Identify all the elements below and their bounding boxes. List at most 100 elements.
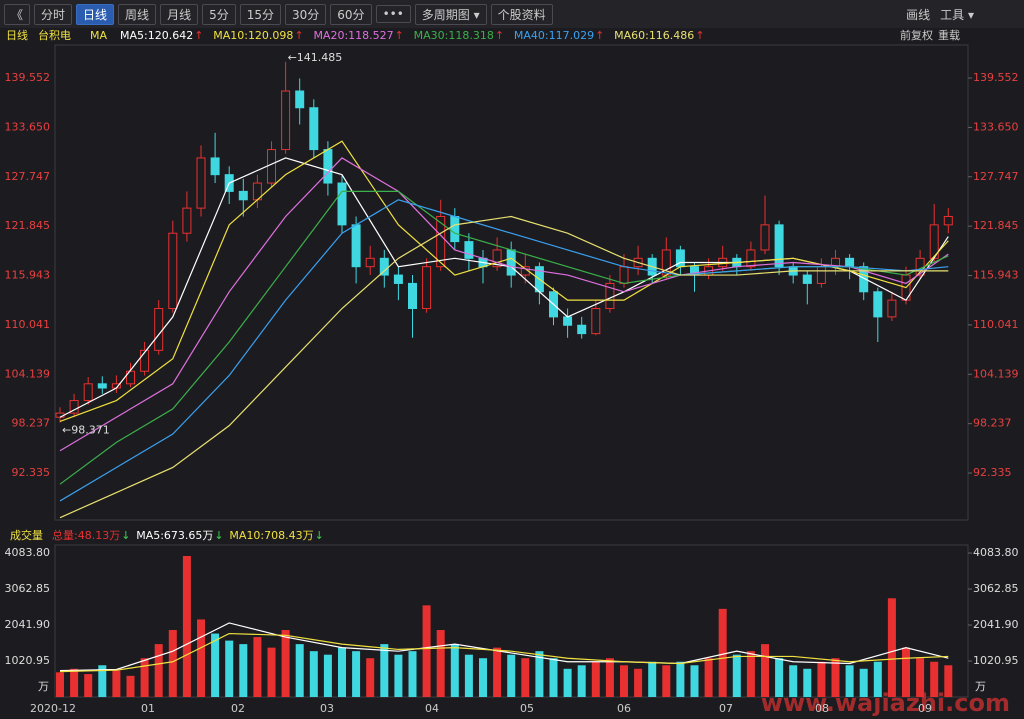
y-tick-label: 1020.95 <box>5 654 51 667</box>
volume-bar <box>464 654 473 697</box>
volume-bar <box>761 644 769 697</box>
volume-bar <box>182 555 191 697</box>
price-frame <box>54 44 969 521</box>
volume-bar <box>930 661 939 697</box>
volume-bar <box>112 670 121 697</box>
ma-line <box>59 157 949 452</box>
volume-bar <box>98 665 107 697</box>
ma-value: MA30:118.318 <box>414 29 494 42</box>
stock-name: 台积电 <box>38 28 71 42</box>
volume-unit: 万 <box>38 680 49 693</box>
volume-bar <box>507 654 516 697</box>
volume-bar <box>267 647 276 697</box>
toolbar-button[interactable]: 日线 <box>76 3 115 25</box>
ma-trend: ↑ <box>595 29 604 42</box>
candle-body <box>168 232 178 310</box>
ma-value: MA60:116.486 <box>614 29 694 42</box>
volume-bar <box>690 665 699 697</box>
y-tick-label: 115.943 <box>5 269 51 282</box>
y-tick-label: 2041.90 <box>5 618 51 631</box>
candle-body <box>563 316 573 326</box>
candle-body <box>182 207 192 234</box>
candle-body <box>802 274 812 284</box>
volume-bar <box>535 651 544 697</box>
toolbar-button[interactable]: 多周期图 ▾ <box>414 3 487 25</box>
volume-bar <box>281 630 290 697</box>
y-tick-label: 121.845 <box>973 219 1019 232</box>
volume-bar <box>126 675 135 697</box>
y-tick-label: 98.237 <box>973 417 1012 430</box>
volume-bar <box>493 647 502 697</box>
candle-body <box>450 215 460 243</box>
x-tick-label: 03 <box>320 702 334 715</box>
ma-trend: ↑ <box>695 29 704 42</box>
toolbar-button[interactable]: 个股资料 <box>490 3 553 25</box>
toolbar-button[interactable]: 画线 <box>906 8 931 22</box>
volume-bar <box>56 672 64 697</box>
x-tick-label: 2020-12 <box>30 702 76 715</box>
ma-line <box>59 215 949 519</box>
volume-bar <box>408 651 417 697</box>
ma-value: MA20:118.527 <box>313 29 393 42</box>
volume-bar <box>775 658 784 697</box>
volume-bar <box>916 658 925 697</box>
volume-ma-line <box>59 632 949 673</box>
candle-body <box>760 224 770 251</box>
toolbar: 《分时 日线 周线 月线 5分 15分 30分 60分 ••• 多周期图 ▾ 个股资料 <box>0 0 1024 28</box>
y-tick-label: 92.335 <box>12 466 51 479</box>
volume-bar <box>803 668 812 697</box>
toolbar-button[interactable]: 周线 <box>118 3 157 25</box>
y-tick-label: 127.747 <box>5 170 51 183</box>
annotation: ←98.371 <box>62 424 110 437</box>
volume-bar <box>521 658 530 697</box>
volume-title: 成交量 <box>10 528 43 542</box>
volume-bar <box>394 654 403 697</box>
candle-body <box>619 266 629 284</box>
volume-bar <box>380 644 389 697</box>
toolbar-button[interactable]: 15分 <box>239 3 281 25</box>
candle-body <box>69 400 79 414</box>
volume-trend: ↓ <box>315 529 324 542</box>
volume-ma-line <box>59 622 949 672</box>
volume-bar <box>662 665 671 697</box>
y-tick-label: 121.845 <box>5 219 51 232</box>
toolbar-button[interactable]: 分时 <box>34 3 73 25</box>
candle-body <box>97 383 107 389</box>
volume-bar <box>732 654 741 697</box>
candle-body <box>295 90 305 109</box>
candle-body <box>887 299 897 318</box>
volume-bar <box>450 644 459 697</box>
volume-bar <box>648 661 657 697</box>
volume-header: MA10:708.43万 <box>229 529 313 542</box>
volume-bar <box>338 647 346 697</box>
ma-trend: ↑ <box>294 29 303 42</box>
x-tick-label: 06 <box>617 702 631 715</box>
volume-bar <box>323 654 332 697</box>
y-tick-label: 139.552 <box>973 71 1019 84</box>
volume-bar <box>366 658 375 697</box>
toolbar-button[interactable]: 5分 <box>202 3 236 25</box>
volume-bar <box>902 647 910 697</box>
toolbar-button[interactable]: 工具 ▾ <box>940 8 974 22</box>
toolbar-button[interactable]: 30分 <box>285 3 327 25</box>
volume-bar <box>817 661 826 697</box>
ma-label: MA <box>90 29 107 42</box>
volume-bar <box>168 630 177 697</box>
toolbar-button[interactable]: 《 <box>4 3 31 25</box>
volume-bar <box>253 637 262 697</box>
volume-bar <box>479 658 487 697</box>
candle-body <box>492 249 502 268</box>
ma-value: MA10:120.098 <box>213 29 293 42</box>
toolbar-button[interactable]: 60分 <box>330 3 372 25</box>
volume-bar <box>944 665 953 697</box>
candle-body <box>365 257 375 268</box>
x-tick-label: 07 <box>719 702 733 715</box>
toolbar-button[interactable]: ••• <box>375 5 411 23</box>
chart: 前复权 重载 日线 台积电 MA 成交量 万 万 www.wajiazhi.co… <box>5 28 1019 717</box>
candle-body <box>464 241 474 259</box>
toolbar-button[interactable]: 月线 <box>160 3 199 25</box>
volume-bar <box>211 633 220 697</box>
y-tick-label: 3062.85 <box>5 582 51 595</box>
toolbar-right: 画线 工具 ▾ <box>896 6 974 23</box>
